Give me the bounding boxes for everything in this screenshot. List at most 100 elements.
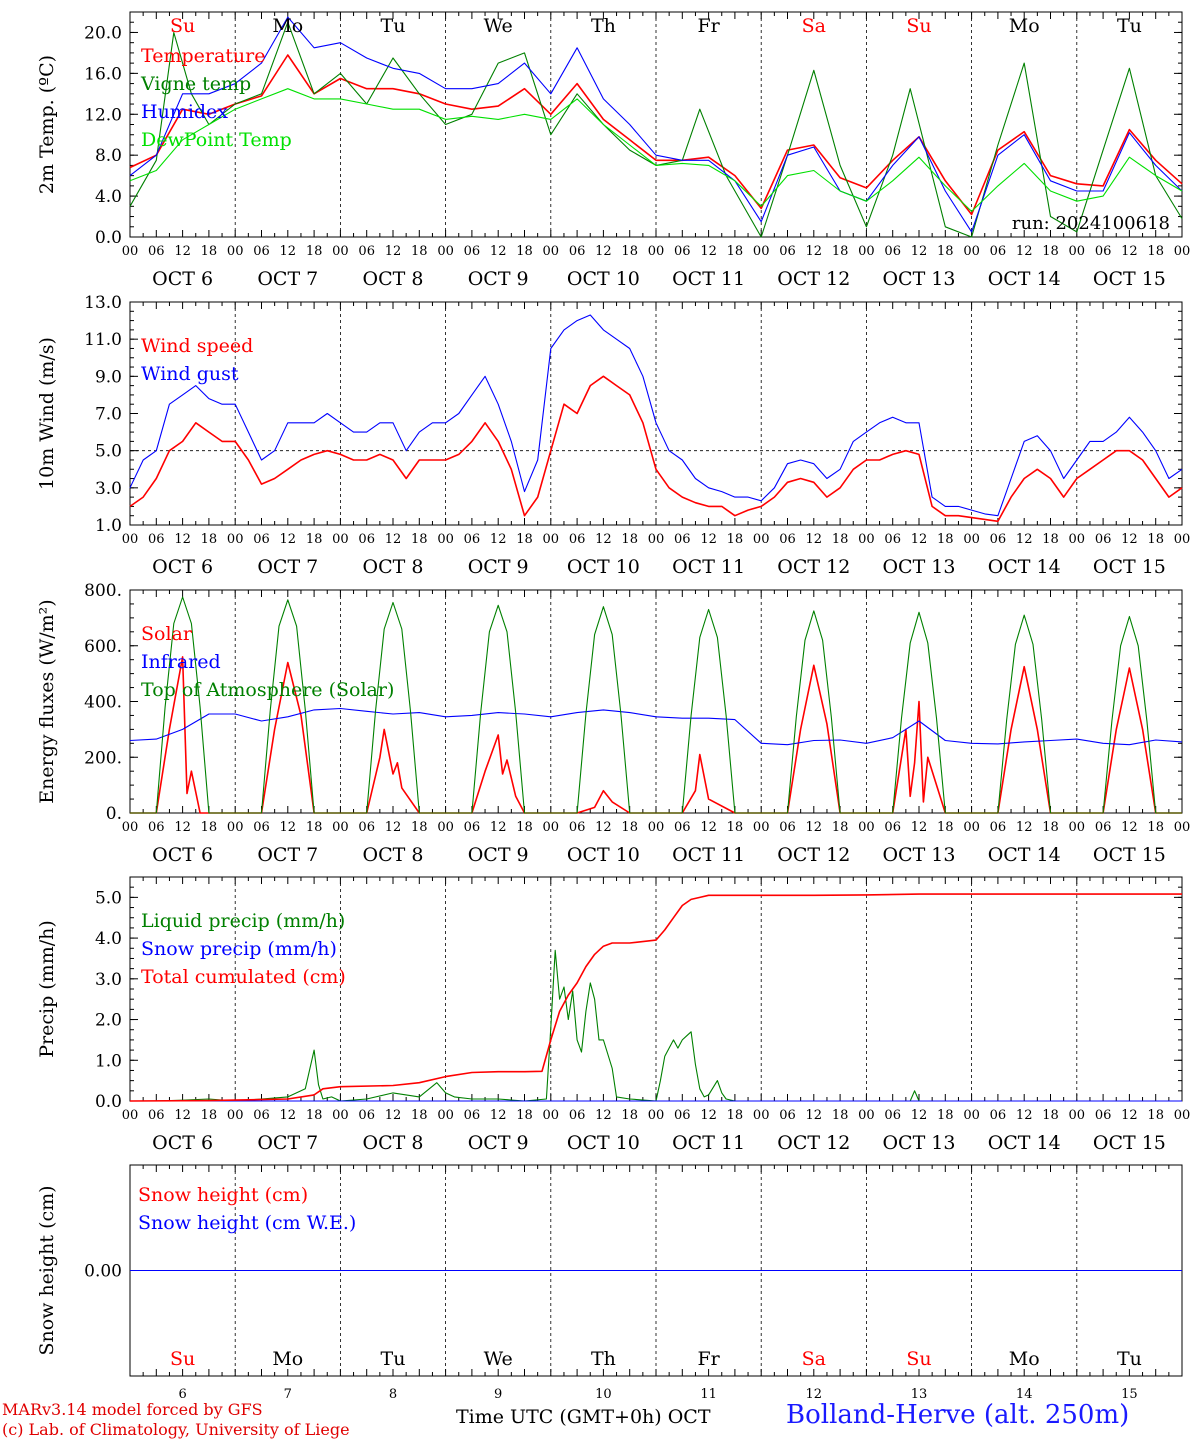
energy-y-tick-label: 200. bbox=[84, 748, 122, 768]
energy-y-tick-label: 600. bbox=[84, 637, 122, 657]
energy-hour-label: 12 bbox=[1016, 820, 1033, 835]
temp-date-label: OCT 12 bbox=[777, 268, 850, 290]
precip-hour-label: 12 bbox=[700, 1108, 717, 1123]
wind-date-label: OCT 9 bbox=[468, 556, 529, 578]
wind-hour-label: 18 bbox=[832, 532, 849, 547]
precip-series-liquid-precip-mm-h- bbox=[130, 949, 1182, 1102]
temp-date-label: OCT 6 bbox=[152, 268, 213, 290]
energy-legend-entry: Solar bbox=[141, 623, 193, 645]
energy-hour-label: 12 bbox=[806, 820, 823, 835]
precip-legend-entry: Liquid precip (mm/h) bbox=[141, 910, 345, 932]
precip-hour-label: 18 bbox=[832, 1108, 849, 1123]
weekday-label: Th bbox=[591, 1348, 616, 1370]
day-number-label: 7 bbox=[284, 1387, 292, 1402]
precip-hour-label: 06 bbox=[148, 1108, 165, 1123]
energy-hour-label: 00 bbox=[858, 820, 875, 835]
energy-date-label: OCT 12 bbox=[777, 844, 850, 866]
energy-hour-label: 06 bbox=[464, 820, 481, 835]
temp-hour-label: 18 bbox=[621, 244, 638, 259]
energy-hour-label: 12 bbox=[595, 820, 612, 835]
snow-legend-entry: Snow height (cm W.E.) bbox=[138, 1212, 356, 1234]
precip-date-label: OCT 8 bbox=[363, 1132, 424, 1154]
energy-hour-label: 18 bbox=[201, 820, 218, 835]
precip-hour-label: 18 bbox=[306, 1108, 323, 1123]
precip-hour-label: 12 bbox=[595, 1108, 612, 1123]
temp-legend-entry: Humidex bbox=[141, 101, 228, 123]
wind-y-tick-label: 11.0 bbox=[84, 330, 122, 350]
wind-plot-frame bbox=[129, 301, 1183, 526]
precip-hour-label: 00 bbox=[1174, 1108, 1191, 1123]
temp-hour-label: 06 bbox=[148, 244, 165, 259]
temp-hour-label: 06 bbox=[253, 244, 270, 259]
precip-hour-label: 18 bbox=[516, 1108, 533, 1123]
temp-hour-label: 06 bbox=[779, 244, 796, 259]
station-name: Bolland-Herve (alt. 250m) bbox=[786, 1400, 1130, 1430]
temp-hour-label: 06 bbox=[464, 244, 481, 259]
energy-date-label: OCT 9 bbox=[468, 844, 529, 866]
precip-y-tick-label: 1.0 bbox=[95, 1051, 122, 1071]
temp-hour-label: 12 bbox=[385, 244, 402, 259]
wind-series-wind-gust bbox=[129, 314, 1183, 517]
temp-hour-label: 00 bbox=[753, 244, 770, 259]
energy-hour-label: 00 bbox=[963, 820, 980, 835]
wind-y-tick-label: 13.0 bbox=[84, 293, 122, 313]
wind-date-label: OCT 12 bbox=[777, 556, 850, 578]
energy-hour-label: 12 bbox=[911, 820, 928, 835]
weekday-label: Mo bbox=[1009, 15, 1040, 37]
temp-legend-entry: Vigne temp bbox=[140, 73, 251, 95]
weekday-label: Tu bbox=[381, 15, 406, 37]
weekday-label: Sa bbox=[802, 15, 826, 37]
wind-hour-label: 00 bbox=[648, 532, 665, 547]
precip-hour-label: 18 bbox=[201, 1108, 218, 1123]
wind-hour-label: 18 bbox=[306, 532, 323, 547]
weekday-label: Th bbox=[591, 15, 616, 37]
precip-date-label: OCT 6 bbox=[152, 1132, 213, 1154]
temp-hour-label: 18 bbox=[516, 244, 533, 259]
energy-date-label: OCT 8 bbox=[363, 844, 424, 866]
temp-hour-label: 18 bbox=[1147, 244, 1164, 259]
temp-hour-label: 18 bbox=[832, 244, 849, 259]
energy-date-label: OCT 6 bbox=[152, 844, 213, 866]
temp-y-tick-label: 8.0 bbox=[95, 146, 122, 166]
temp-hour-label: 00 bbox=[858, 244, 875, 259]
precip-hour-label: 00 bbox=[858, 1108, 875, 1123]
temp-hour-label: 18 bbox=[411, 244, 428, 259]
precip-hour-label: 06 bbox=[569, 1108, 586, 1123]
temp-hour-label: 00 bbox=[227, 244, 244, 259]
wind-hour-label: 00 bbox=[753, 532, 770, 547]
temp-hour-label: 12 bbox=[806, 244, 823, 259]
precip-hour-label: 18 bbox=[1042, 1108, 1059, 1123]
energy-y-axis-label: Energy fluxes (W/m²) bbox=[36, 599, 58, 803]
precip-y-tick-label: 4.0 bbox=[95, 929, 122, 949]
wind-hour-label: 18 bbox=[516, 532, 533, 547]
energy-hour-label: 06 bbox=[148, 820, 165, 835]
precip-date-label: OCT 9 bbox=[468, 1132, 529, 1154]
weekday-label: Su bbox=[170, 15, 195, 37]
temp-series-temperature bbox=[129, 54, 1183, 216]
model-credit-line2: (c) Lab. of Climatology, University of L… bbox=[2, 1420, 350, 1439]
temp-date-label: OCT 7 bbox=[257, 268, 318, 290]
weekday-label: Fr bbox=[697, 15, 720, 37]
temp-date-label: OCT 11 bbox=[672, 268, 745, 290]
energy-hour-label: 18 bbox=[411, 820, 428, 835]
energy-hour-label: 06 bbox=[990, 820, 1007, 835]
energy-hour-label: 06 bbox=[569, 820, 586, 835]
temp-hour-label: 00 bbox=[648, 244, 665, 259]
precip-series-total-cumulated-cm- bbox=[129, 893, 1182, 1102]
energy-date-label: OCT 10 bbox=[567, 844, 640, 866]
temp-hour-label: 18 bbox=[201, 244, 218, 259]
precip-date-label: OCT 12 bbox=[777, 1132, 850, 1154]
snow-legend-entry: Snow height (cm) bbox=[138, 1184, 308, 1206]
temp-hour-label: 00 bbox=[963, 244, 980, 259]
day-number-label: 6 bbox=[178, 1387, 186, 1402]
temp-hour-label: 12 bbox=[174, 244, 191, 259]
energy-date-label: OCT 15 bbox=[1093, 844, 1166, 866]
temp-hour-label: 00 bbox=[332, 244, 349, 259]
precip-y-tick-label: 5.0 bbox=[95, 888, 122, 908]
wind-hour-label: 06 bbox=[569, 532, 586, 547]
wind-hour-label: 00 bbox=[332, 532, 349, 547]
temp-y-tick-label: 4.0 bbox=[95, 187, 122, 207]
wind-hour-label: 18 bbox=[201, 532, 218, 547]
energy-hour-label: 06 bbox=[358, 820, 375, 835]
weekday-label: We bbox=[484, 1348, 513, 1370]
